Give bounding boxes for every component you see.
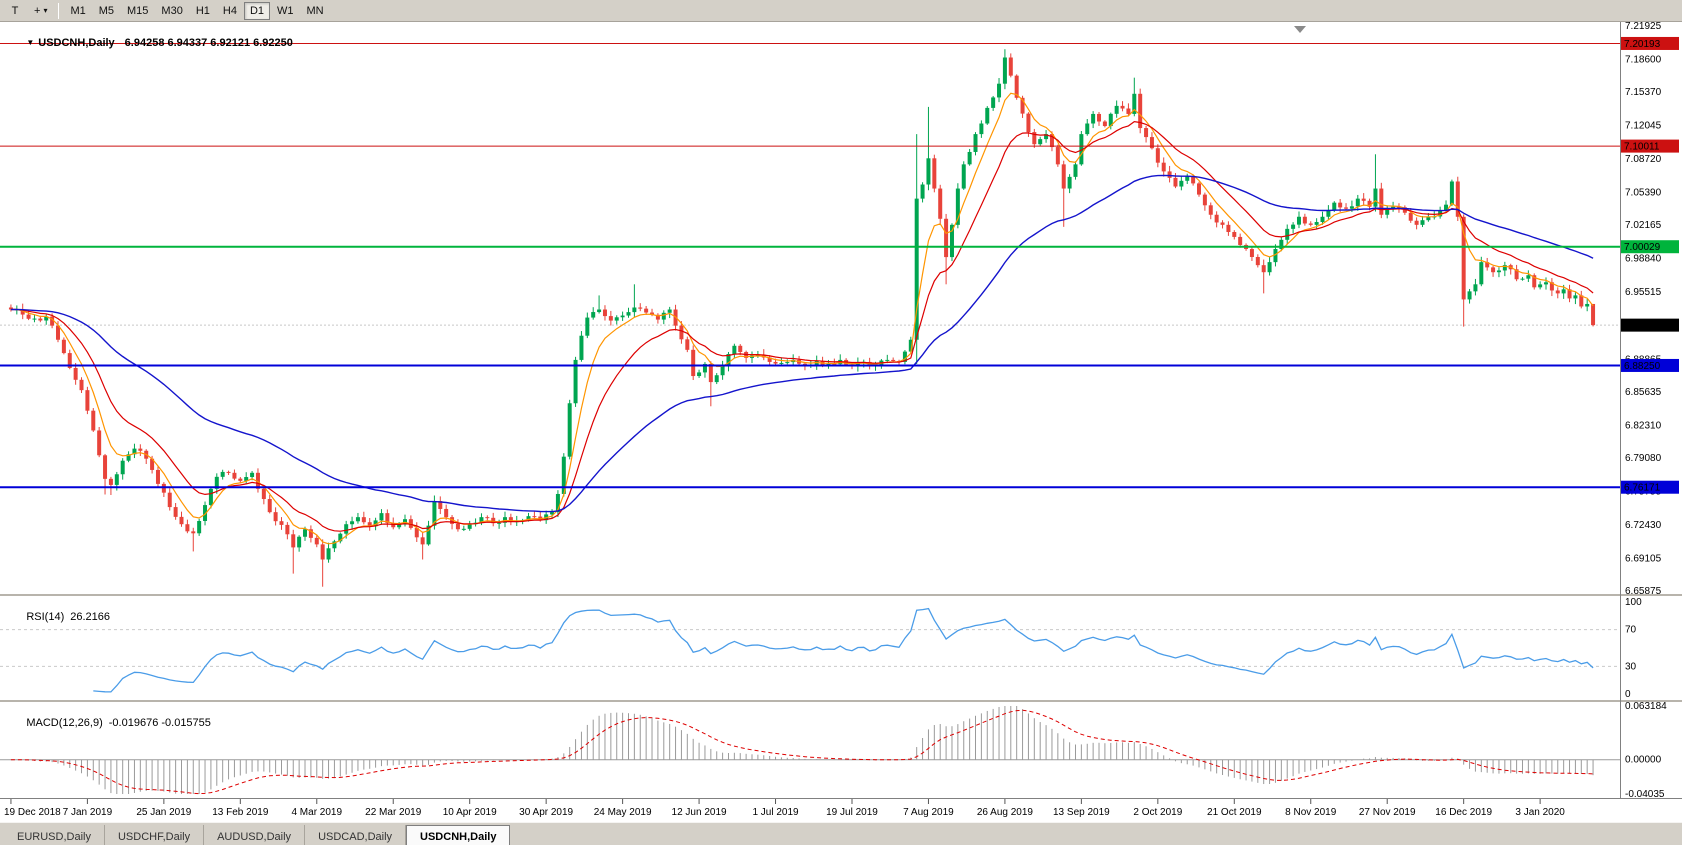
rsi-axis-label: 30	[1625, 661, 1637, 672]
level-price-marker	[1621, 139, 1679, 153]
chart-background	[0, 22, 1682, 822]
ma-mid-line	[10, 120, 1594, 532]
price-axis-label: 7.02165	[1625, 220, 1662, 231]
timeframe-m15-button[interactable]: M15	[121, 2, 154, 20]
rsi-axis-label: 0	[1625, 689, 1631, 700]
level-price-marker	[1621, 36, 1679, 50]
panel-separator[interactable]	[0, 594, 1682, 596]
time-axis-label: 1 Jul 2019	[752, 807, 799, 818]
time-axis-label: 12 Jun 2019	[672, 807, 727, 818]
time-axis-label: 2 Oct 2019	[1133, 807, 1182, 818]
price-axis-label: 7.18600	[1625, 55, 1662, 66]
price-axis-label: 6.65875	[1625, 586, 1662, 597]
time-axis-label: 27 Nov 2019	[1359, 807, 1416, 818]
price-axis-label: 6.79080	[1625, 453, 1662, 464]
text-tool-button[interactable]: T	[3, 2, 27, 20]
svg-text:6.88250: 6.88250	[1624, 361, 1661, 372]
svg-text:7.10011: 7.10011	[1624, 142, 1660, 153]
rsi-axis-label: 100	[1625, 597, 1642, 608]
timeframe-m5-button[interactable]: M5	[93, 2, 120, 20]
svg-text:7.00029: 7.00029	[1624, 242, 1661, 253]
panel-separator[interactable]	[0, 700, 1682, 702]
time-axis-label: 10 Apr 2019	[443, 807, 497, 818]
ma-slow-line	[10, 174, 1594, 513]
toolbar-separator	[58, 2, 60, 19]
price-axis-label: 6.69105	[1625, 553, 1662, 564]
time-axis-label: 25 Jan 2019	[136, 807, 191, 818]
time-axis-label: 19 Jul 2019	[826, 807, 878, 818]
rsi-line	[93, 607, 1594, 693]
time-axis-label: 7 Jan 2019	[63, 807, 113, 818]
timeframe-m1-button[interactable]: M1	[64, 2, 91, 20]
time-axis-label: 4 Mar 2019	[291, 807, 342, 818]
price-axis-label: 7.21925	[1625, 22, 1662, 32]
level-price-marker	[1621, 358, 1679, 372]
price-axis-label: 7.12045	[1625, 121, 1662, 132]
svg-text:7.20193: 7.20193	[1624, 39, 1661, 50]
timeframe-m30-button[interactable]: M30	[155, 2, 188, 20]
price-chart-canvas[interactable]: 7.21925 7.18600 7.15370 7.12045 7.08720 7.053…	[0, 22, 1682, 822]
price-axis-label: 7.08720	[1625, 154, 1662, 165]
price-axis-label: 7.15370	[1625, 87, 1662, 98]
tab-audusd-daily[interactable]: AUDUSD,Daily	[204, 825, 306, 845]
chart-window: 7.21925 7.18600 7.15370 7.12045 7.08720 7.053…	[0, 22, 1682, 822]
rsi-axis-label: 70	[1625, 625, 1637, 636]
time-axis-label: 24 May 2019	[594, 807, 652, 818]
cursor-tool-button[interactable]: + ▾	[28, 2, 53, 20]
time-axis[interactable]	[0, 798, 1682, 822]
crosshair-icon: +	[34, 4, 41, 17]
level-price-marker	[1621, 240, 1679, 254]
svg-text:6.76171: 6.76171	[1624, 483, 1661, 494]
time-axis-label: 7 Aug 2019	[903, 807, 954, 818]
timeframe-mn-button[interactable]: MN	[301, 2, 330, 20]
current-price-marker	[1621, 318, 1679, 332]
time-axis-label: 22 Mar 2019	[365, 807, 422, 818]
price-axis-label: 6.98840	[1625, 254, 1662, 265]
time-axis-label: 26 Aug 2019	[977, 807, 1034, 818]
timeframe-h4-button[interactable]: H4	[217, 2, 243, 20]
tab-usdcad-daily[interactable]: USDCAD,Daily	[305, 825, 407, 845]
macd-axis-label: 0.063184	[1625, 701, 1667, 712]
price-axis-label: 7.05390	[1625, 188, 1662, 199]
text-tool-icon: T	[11, 4, 19, 17]
price-axis-label: 6.72430	[1625, 520, 1662, 531]
candles-layer	[8, 49, 1596, 587]
ma-fast-line	[10, 92, 1594, 545]
time-axis-label: 19 Dec 2018	[4, 807, 61, 818]
svg-text:6.92250: 6.92250	[1624, 321, 1661, 332]
macd-axis-label: 0.00000	[1625, 755, 1662, 766]
tab-eurusd-daily[interactable]: EURUSD,Daily	[4, 825, 105, 845]
time-axis-label: 13 Feb 2019	[212, 807, 269, 818]
tab-usdcnh-daily[interactable]: USDCNH,Daily	[406, 825, 511, 845]
level-price-marker	[1621, 480, 1679, 494]
tab-usdchf-daily[interactable]: USDCHF,Daily	[105, 825, 205, 845]
timeframe-h1-button[interactable]: H1	[190, 2, 216, 20]
time-axis-label: 8 Nov 2019	[1285, 807, 1337, 818]
timeframe-d1-button[interactable]: D1	[243, 1, 271, 20]
price-axis[interactable]	[1620, 22, 1682, 798]
price-axis-label: 6.82310	[1625, 420, 1662, 431]
price-axis-label: 6.85635	[1625, 387, 1662, 398]
time-axis-label: 3 Jan 2020	[1515, 807, 1565, 818]
top-toolbar: T + ▾ M1 M5 M15 M30 H1 H4 D1 W1 MN	[0, 0, 1682, 22]
chart-tabs-bar: EURUSD,Daily USDCHF,Daily AUDUSD,Daily U…	[0, 822, 1682, 845]
macd-axis-label: -0.04035	[1625, 789, 1665, 800]
dropdown-caret-icon: ▾	[43, 5, 48, 15]
price-axis-label: 6.95515	[1625, 287, 1662, 298]
time-axis-label: 21 Oct 2019	[1207, 807, 1262, 818]
macd-histogram	[16, 706, 1594, 794]
chart-shift-marker[interactable]	[1294, 26, 1306, 33]
time-axis-label: 30 Apr 2019	[519, 807, 573, 818]
timeframe-w1-button[interactable]: W1	[271, 2, 300, 20]
time-axis-label: 13 Sep 2019	[1053, 807, 1110, 818]
time-axis-label: 16 Dec 2019	[1435, 807, 1492, 818]
